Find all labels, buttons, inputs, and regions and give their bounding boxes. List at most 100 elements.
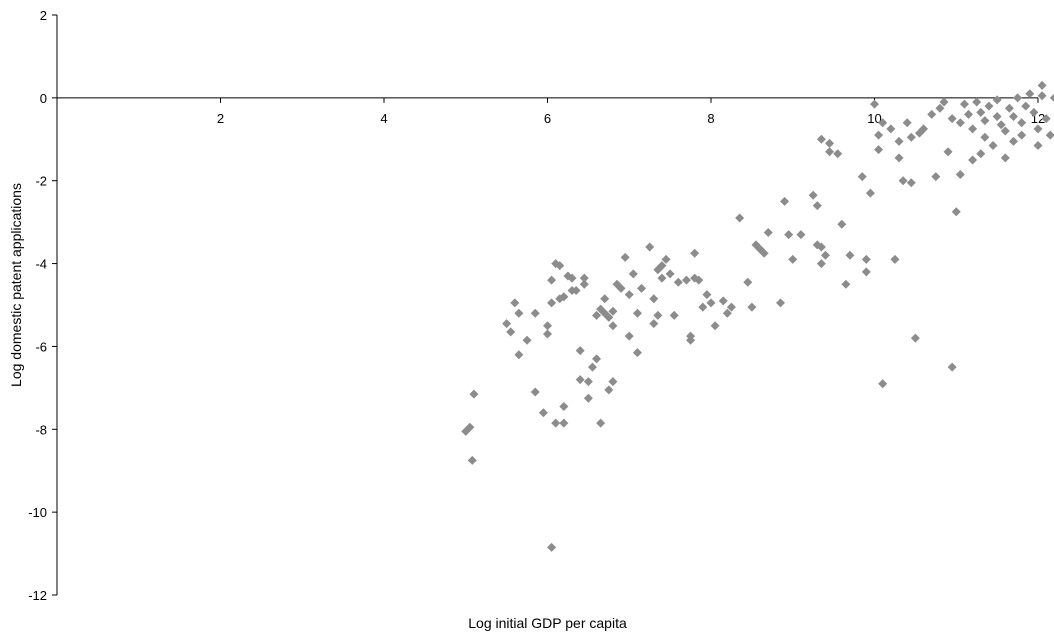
data-point (1041, 114, 1051, 124)
data-point (608, 306, 618, 316)
data-point (632, 348, 642, 358)
data-point (735, 213, 745, 223)
data-point (690, 248, 700, 258)
data-point (808, 190, 818, 200)
data-point (559, 402, 569, 411)
data-point (514, 308, 524, 318)
data-point (841, 279, 851, 289)
data-point (1004, 103, 1014, 113)
data-point (1037, 80, 1047, 90)
data-point (587, 362, 597, 372)
data-point (1029, 107, 1039, 117)
data-point (968, 124, 978, 134)
data-point (788, 254, 798, 264)
data-point (661, 254, 671, 264)
data-point (861, 254, 871, 264)
data-point (624, 331, 634, 341)
data-point (747, 302, 757, 312)
data-point (575, 346, 585, 356)
x-tick-label: 4 (380, 111, 387, 126)
y-tick-label: -4 (35, 257, 47, 272)
data-point (592, 354, 602, 364)
data-point (951, 207, 961, 217)
data-point (465, 422, 475, 432)
data-point (812, 201, 822, 211)
data-point (980, 116, 990, 126)
y-tick-label: -12 (28, 588, 47, 603)
data-point (910, 333, 920, 343)
data-point (1008, 112, 1018, 121)
data-point (669, 310, 679, 320)
data-point (1033, 141, 1043, 150)
data-points (461, 80, 1054, 552)
data-point (649, 294, 659, 304)
data-point (743, 277, 753, 287)
data-point (845, 250, 855, 260)
data-point (1013, 93, 1023, 103)
data-point (865, 188, 875, 198)
data-point (763, 228, 773, 237)
data-point (608, 321, 618, 331)
data-point (980, 132, 990, 142)
y-axis-ticks: 2 0 -2 -4 -6 -8 -10 -12 (28, 8, 57, 603)
data-point (530, 387, 540, 397)
data-point (665, 269, 675, 279)
data-point (506, 327, 516, 337)
data-point (898, 176, 908, 186)
data-point (931, 172, 941, 182)
data-point (837, 219, 847, 229)
data-point (1000, 126, 1010, 136)
data-point (857, 172, 867, 182)
data-point (996, 120, 1006, 130)
data-point (522, 335, 532, 345)
data-point (992, 112, 1002, 121)
data-point (555, 261, 565, 271)
data-point (955, 170, 965, 179)
data-point (722, 308, 732, 318)
data-point (1045, 130, 1054, 140)
y-tick-label: 0 (40, 91, 47, 106)
data-point (718, 296, 728, 306)
data-point (784, 230, 794, 240)
data-point (992, 95, 1002, 105)
x-tick-label: 6 (544, 111, 551, 126)
data-point (906, 178, 916, 188)
data-point (502, 319, 512, 329)
data-point (645, 242, 655, 252)
data-point (673, 277, 683, 287)
data-point (759, 248, 769, 258)
data-point (1000, 153, 1010, 163)
data-point (816, 134, 826, 144)
data-point (1025, 89, 1035, 99)
y-tick-label: 2 (40, 8, 47, 23)
data-point (567, 273, 577, 283)
data-point (649, 319, 659, 329)
data-point (592, 310, 602, 320)
data-point (870, 99, 879, 109)
y-tick-label: -2 (35, 174, 47, 189)
x-tick-label: 2 (217, 111, 224, 126)
data-point (988, 141, 998, 150)
data-point (653, 310, 663, 320)
data-point (874, 130, 884, 140)
data-point (657, 273, 667, 283)
data-point (657, 261, 667, 271)
data-point (976, 107, 986, 117)
data-point (632, 308, 642, 318)
data-point (559, 292, 569, 302)
data-point (886, 124, 896, 134)
y-tick-label: -6 (35, 339, 47, 354)
data-point (579, 279, 589, 289)
data-point (547, 298, 557, 308)
data-point (955, 118, 965, 128)
data-point (919, 124, 929, 134)
data-point (538, 408, 548, 418)
data-point (571, 286, 581, 295)
x-tick-label: 8 (707, 111, 714, 126)
data-point (984, 101, 994, 111)
x-axis-ticks: 2 4 6 8 10 12 (217, 97, 1045, 126)
data-point (825, 147, 835, 157)
data-point (972, 97, 982, 107)
data-point (624, 290, 634, 300)
data-point (616, 283, 626, 293)
